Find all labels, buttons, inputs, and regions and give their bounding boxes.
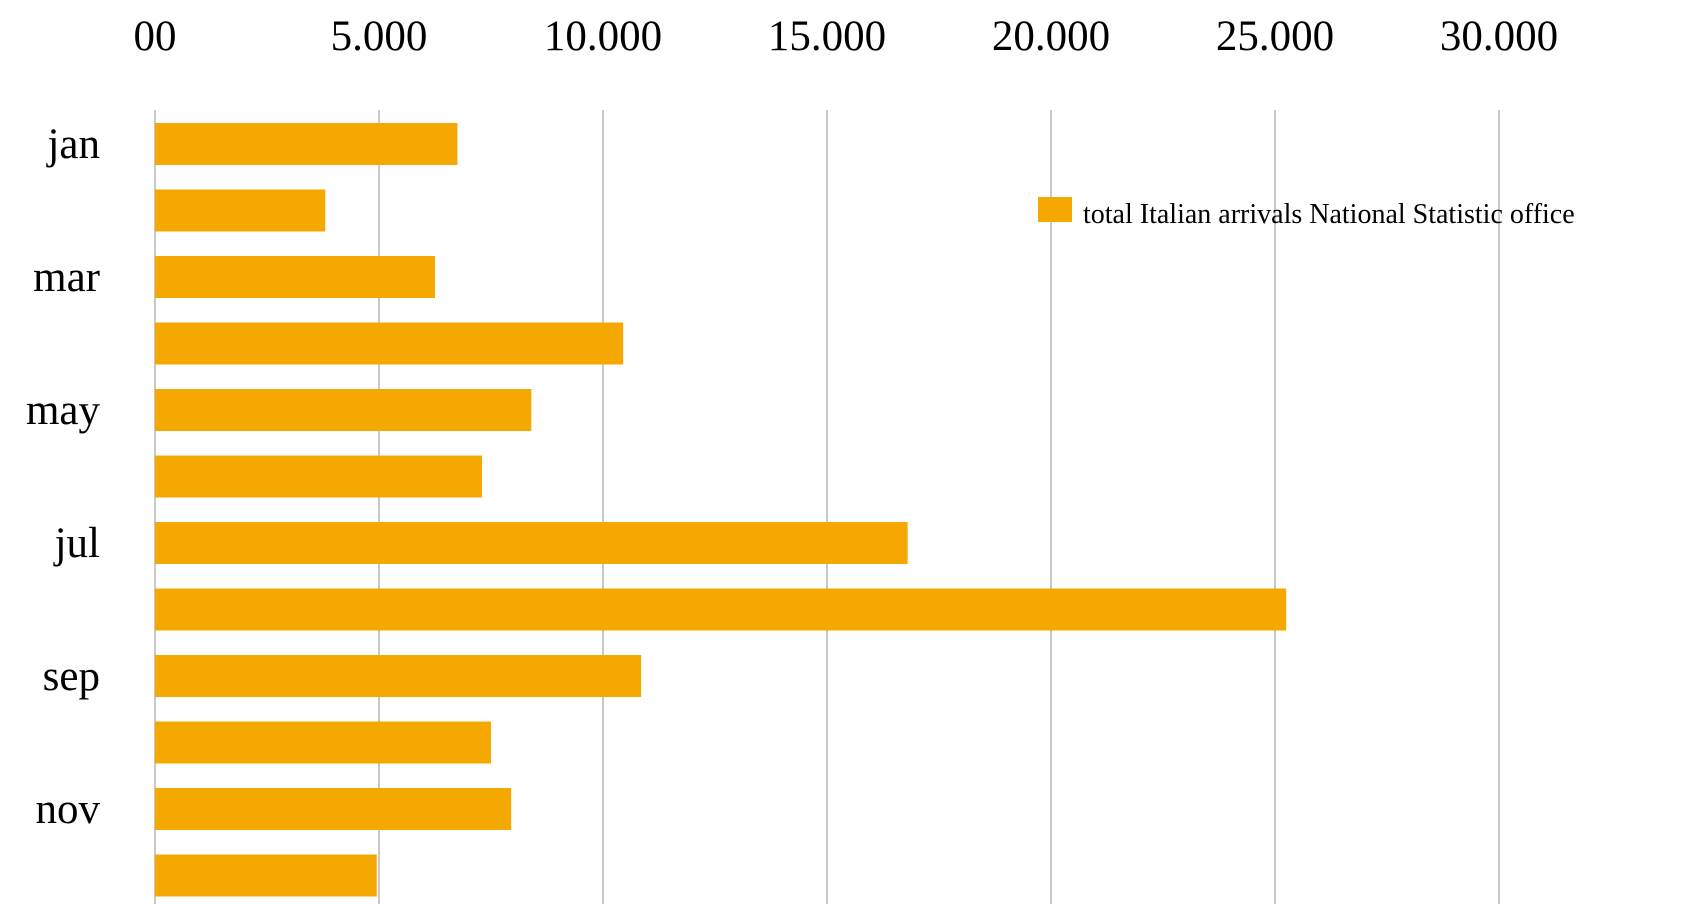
x-tick-label: 15.000 — [768, 13, 886, 60]
bar-jun — [155, 455, 483, 498]
y-tick-labels: jan mar may jul sep nov — [26, 121, 101, 833]
x-tick-labels: 00 5.000 10.000 15.000 20.000 25.000 30.000 — [134, 13, 1559, 60]
x-tick-label: 10.000 — [544, 13, 662, 60]
bar-sep — [155, 655, 642, 697]
legend-label: total Italian arrivals National Statisti… — [1083, 199, 1575, 230]
bar-aug — [155, 588, 1287, 631]
bar-jul — [155, 522, 908, 564]
y-tick-label: mar — [33, 254, 100, 301]
x-tick-label: 5.000 — [331, 13, 428, 60]
bar-nov — [155, 788, 512, 830]
x-tick-label: 00 — [134, 13, 177, 60]
y-tick-label: nov — [36, 786, 101, 833]
y-tick-label: jul — [53, 520, 100, 567]
bar-apr — [155, 322, 624, 365]
legend-swatch — [1038, 197, 1072, 222]
bar-jan — [155, 123, 458, 165]
bar-dec — [155, 854, 377, 897]
gridlines — [154, 110, 1500, 904]
y-tick-label: sep — [43, 653, 100, 700]
x-tick-label: 30.000 — [1440, 13, 1558, 60]
x-tick-label: 20.000 — [992, 13, 1110, 60]
x-tick-label: 25.000 — [1216, 13, 1334, 60]
y-tick-label: may — [26, 387, 101, 434]
y-tick-label: jan — [45, 121, 100, 168]
bars — [155, 123, 1287, 897]
legend: total Italian arrivals National Statisti… — [1038, 197, 1575, 230]
bar-feb — [155, 189, 326, 232]
bar-may — [155, 389, 532, 431]
bar-oct — [155, 721, 491, 764]
bar-mar — [155, 256, 435, 298]
